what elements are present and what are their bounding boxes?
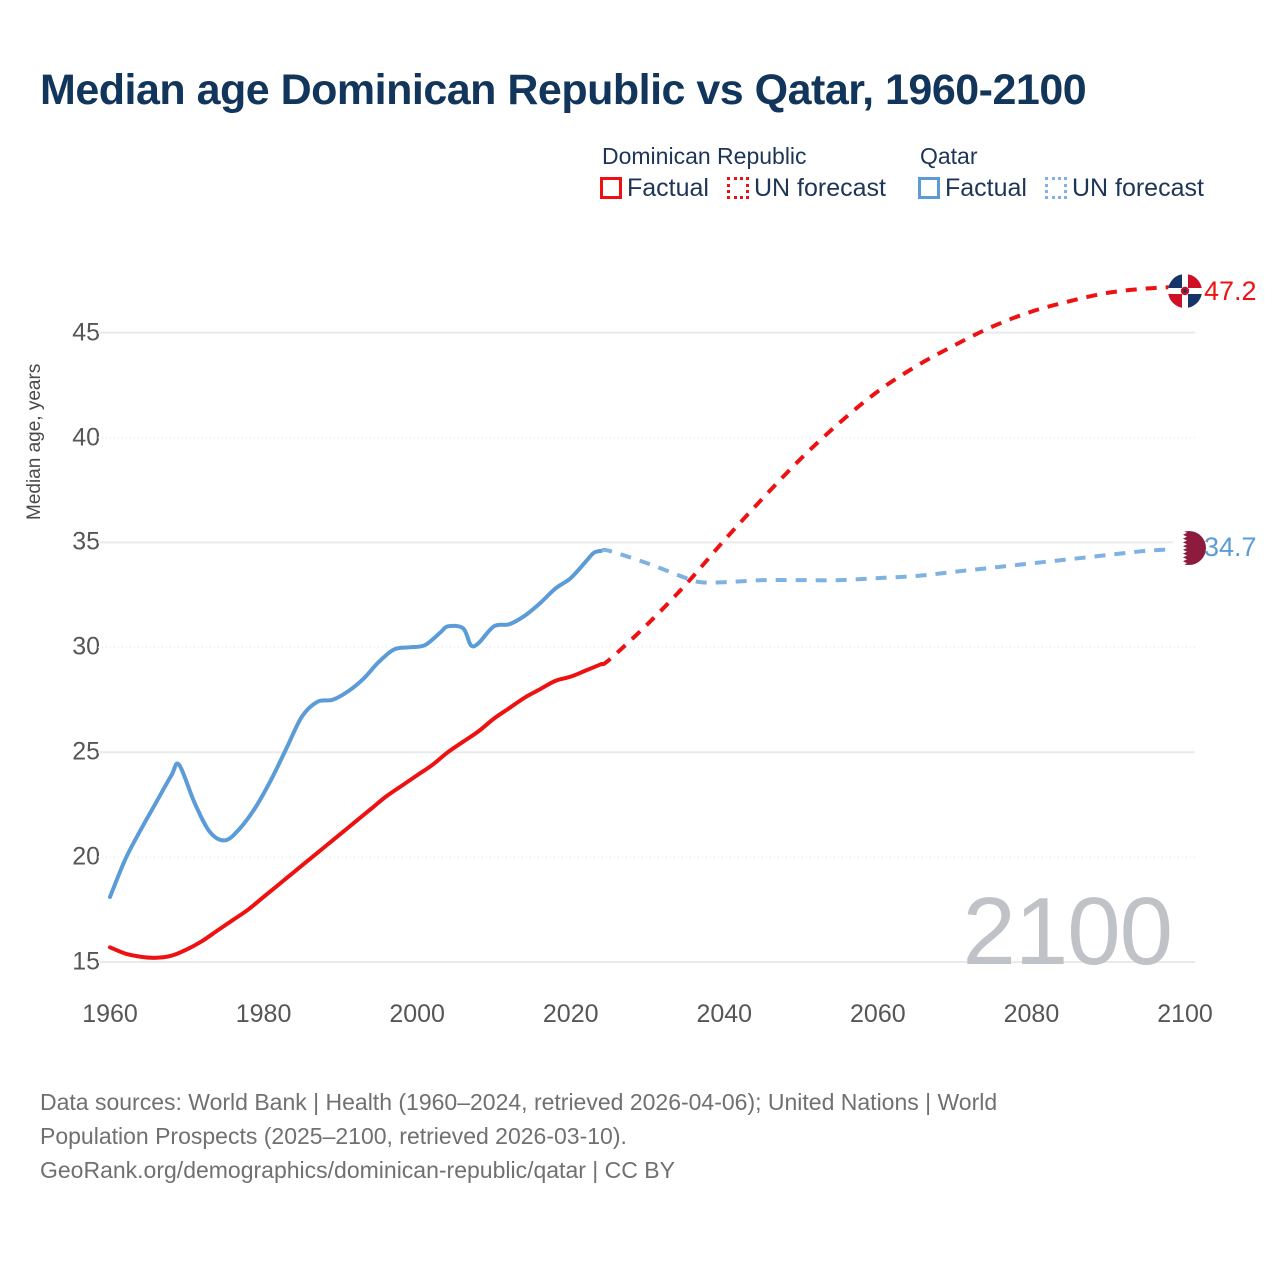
plot-area: Median age, years 15 20 25 30 35 40 45 1960 198…	[24, 0, 1257, 1060]
end-value-label-qatar: 34.7	[1204, 532, 1257, 562]
series-lines	[108, 284, 1186, 960]
x-axis-tick-label: 2040	[696, 1000, 753, 1028]
solid-square-outline-icon	[600, 177, 622, 199]
legend-item-label: Factual	[944, 174, 1027, 202]
legend-entries: Factual UN forecast	[917, 174, 1204, 202]
y-axis-tick-label: 15	[72, 947, 100, 976]
legend-entries: Factual UN forecast	[600, 175, 886, 201]
dotted-square-outline-icon	[726, 177, 749, 199]
x-axis-tick-label: 1960	[82, 1000, 138, 1028]
series-line-forecast	[600, 284, 1186, 667]
footer-sources: Data sources: World Bank | Health (1960–…	[40, 1085, 1170, 1187]
legend-item-label: UN forecast	[1071, 174, 1204, 202]
series-line-factual	[108, 548, 604, 899]
x-axis-tick-label: 2020	[542, 1000, 599, 1028]
y-axis-tick-label: 45	[72, 318, 100, 347]
x-axis-tick-label: 1980	[235, 1000, 292, 1028]
y-axis-tick-label: 30	[72, 632, 100, 661]
legend-group-qatar: Qatar Factual UN forecast	[917, 143, 1204, 202]
footer-line-1: Data sources: World Bank | Health (1960–…	[40, 1089, 998, 1115]
dominican-republic-flag-icon	[1168, 274, 1202, 308]
chart-legend: Dominican Republic Factual UN forecast Q…	[600, 143, 1204, 201]
footer-line-3: GeoRank.org/demographics/dominican-repub…	[40, 1157, 675, 1183]
series-line-forecast	[600, 546, 1186, 585]
legend-item-dr-forecast[interactable]: UN forecast	[726, 174, 886, 202]
x-axis-tick-label: 2100	[1157, 1000, 1213, 1028]
legend-item-qa-factual[interactable]: Factual	[917, 174, 1027, 202]
legend-item-dr-factual[interactable]: Factual	[600, 175, 709, 201]
legend-item-label: UN forecast	[753, 174, 886, 202]
dotted-square-outline-icon	[1044, 177, 1067, 199]
x-axis-tick-label: 2080	[1003, 1000, 1060, 1028]
x-axis-tick-label: 2060	[850, 1000, 906, 1028]
legend-item-label: Factual	[627, 174, 709, 202]
y-axis-tick-label: 20	[72, 842, 100, 871]
legend-group-title: Dominican Republic	[602, 143, 807, 169]
footer-line-2: Population Prospects (2025–2100, retriev…	[40, 1123, 627, 1149]
plot-svg	[98, 284, 1195, 963]
legend-item-qa-forecast[interactable]: UN forecast	[1044, 174, 1204, 202]
end-value-label-dominican-republic: 47.2	[1204, 276, 1257, 306]
x-axis-tick-label: 2000	[389, 1000, 445, 1028]
gridlines	[98, 331, 1195, 963]
y-axis-ticks: 15 20 25 30 35 40 45	[28, 0, 100, 1060]
legend-group-dominican-republic: Dominican Republic Factual UN forecast	[600, 143, 886, 201]
legend-group-title: Qatar	[919, 143, 978, 169]
y-axis-tick-label: 40	[72, 423, 100, 451]
year-watermark: 2100	[962, 878, 1173, 985]
y-axis-tick-label: 25	[72, 737, 100, 766]
page-title: Median age Dominican Republic vs Qatar, …	[40, 66, 1087, 114]
series-line-factual	[108, 662, 604, 960]
y-axis-tick-label: 35	[72, 527, 100, 556]
solid-square-outline-icon	[917, 177, 940, 199]
qatar-flag-icon	[1172, 531, 1206, 565]
